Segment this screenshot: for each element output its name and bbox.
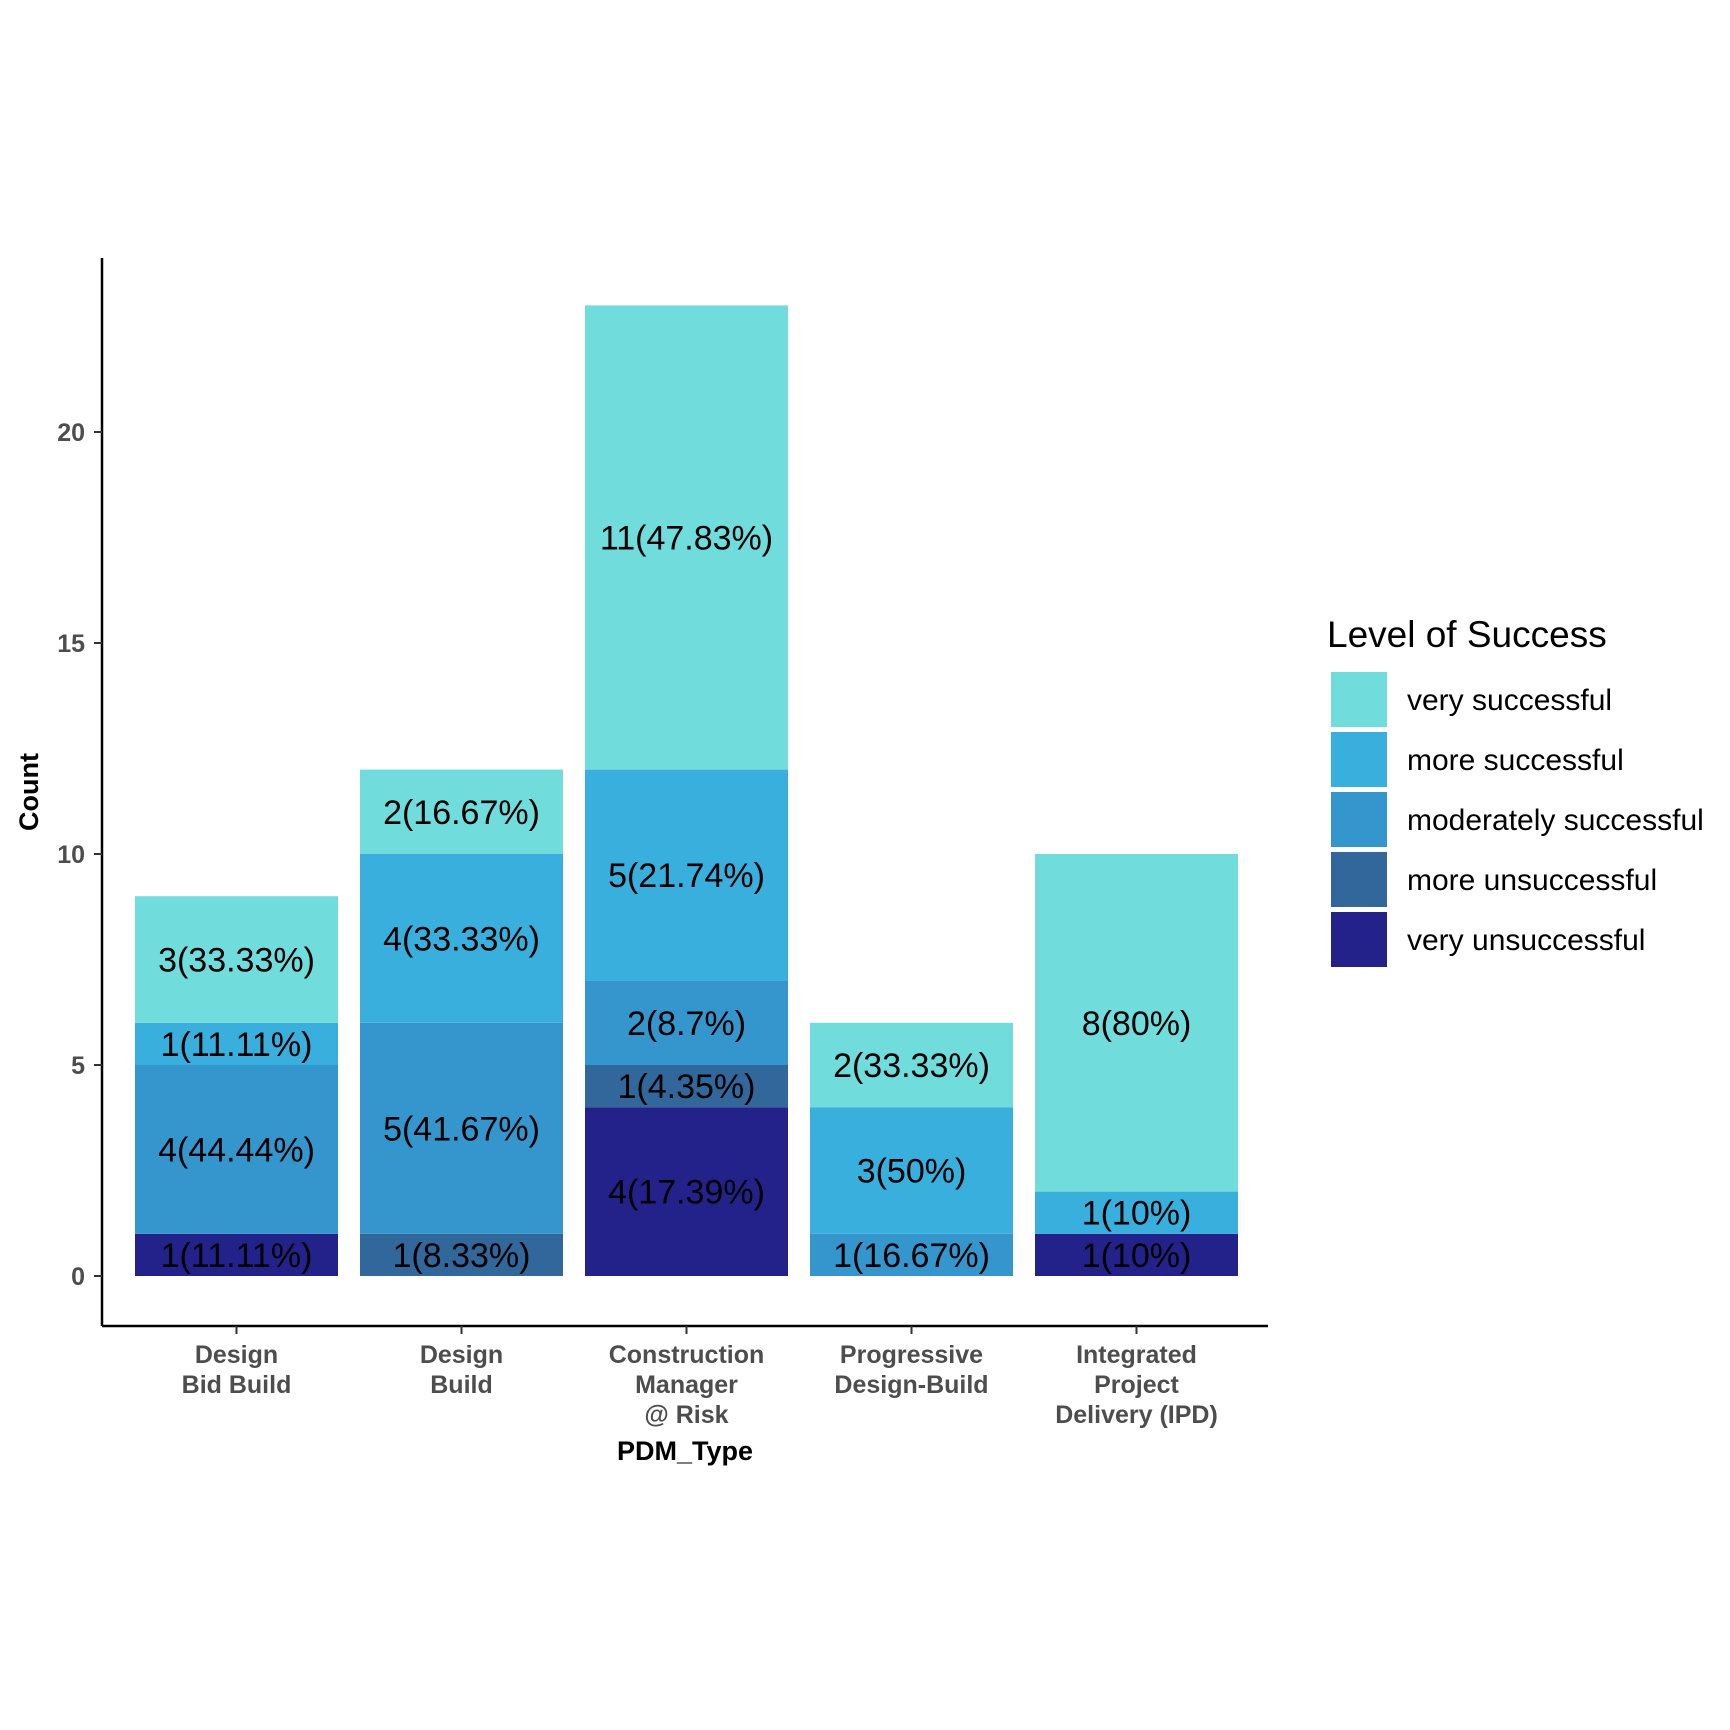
x-tick-label: Construction Manager @ Risk <box>609 1341 765 1429</box>
bar-segment <box>1035 854 1238 1192</box>
bar-segment <box>1035 1191 1238 1234</box>
bar-segment-label: 1(8.33%) <box>393 1237 531 1275</box>
bar-segment <box>585 769 788 981</box>
bar-segment-label: 3(50%) <box>857 1153 967 1191</box>
y-tick-label: 10 <box>57 841 85 869</box>
bar-segment-label: 4(17.39%) <box>608 1174 765 1212</box>
y-tick-label: 0 <box>71 1263 85 1291</box>
bar-segment <box>810 1233 1013 1276</box>
bar-segment-label: 1(10%) <box>1082 1237 1192 1275</box>
bar-segment-label: 2(33.33%) <box>833 1047 990 1085</box>
legend-items: very successful more successful moderately… <box>1331 672 1704 967</box>
legend-swatch <box>1331 732 1387 787</box>
bar-segment-label: 8(80%) <box>1082 1005 1192 1043</box>
bar-segment <box>585 980 788 1065</box>
bar-segment <box>810 1107 1013 1234</box>
bar-segment-label: 4(44.44%) <box>158 1131 315 1169</box>
legend-swatch <box>1331 672 1387 727</box>
legend-label: more unsuccessful <box>1407 864 1657 897</box>
x-tick-label: Design Build <box>420 1341 503 1399</box>
legend-swatch <box>1331 912 1387 967</box>
legend-label: more successful <box>1407 744 1624 777</box>
bar-segment <box>360 769 563 854</box>
x-ticks-layer: Design Bid Build Design Build Construction Ma… <box>182 1326 1218 1429</box>
bar-segment-label: 2(16.67%) <box>383 794 540 832</box>
legend-title: Level of Success <box>1327 614 1607 655</box>
bar-segment <box>135 1233 338 1276</box>
y-tick-label: 5 <box>71 1052 85 1080</box>
segment-labels-layer: 1(11.11%) 4(44.44%) 1(11.11%) 3(33.33%) 1(8.… <box>158 520 1191 1275</box>
bars-layer <box>135 305 1238 1276</box>
bar-segment-label: 2(8.7%) <box>627 1005 746 1043</box>
bar-segment <box>360 1233 563 1276</box>
y-axis-title: Count <box>14 753 44 831</box>
legend-label: very unsuccessful <box>1407 924 1645 957</box>
bar-segment <box>585 1065 788 1108</box>
y-tick-label: 15 <box>57 630 85 658</box>
bar-segment-label: 5(21.74%) <box>608 857 765 895</box>
bar-segment <box>585 1107 788 1276</box>
y-ticks-layer: 0 5 10 15 20 <box>57 419 102 1291</box>
bar-segment <box>135 1022 338 1065</box>
bar-segment <box>360 854 563 1023</box>
y-tick-label: 20 <box>57 419 85 447</box>
x-tick-label: Progressive Design-Build <box>834 1341 988 1399</box>
bar-segment <box>585 305 788 770</box>
bar-segment <box>1035 1233 1238 1276</box>
bar-segment <box>810 1022 1013 1108</box>
x-tick-label: Design Bid Build <box>182 1341 292 1399</box>
bar-segment <box>135 896 338 1023</box>
bar-segment-label: 1(11.11%) <box>161 1237 313 1275</box>
bar-segment <box>135 1065 338 1234</box>
bar-segment-label: 1(4.35%) <box>618 1068 756 1106</box>
bar-segment-label: 1(10%) <box>1082 1195 1192 1233</box>
bar-segment <box>360 1022 563 1234</box>
legend-swatch <box>1331 852 1387 907</box>
bar-segment-label: 4(33.33%) <box>383 920 540 958</box>
legend: Level of Success very successful more suc… <box>1327 614 1704 967</box>
bar-segment-label: 1(16.67%) <box>833 1237 990 1275</box>
legend-label: moderately successful <box>1407 804 1704 837</box>
bar-segment-label: 1(11.11%) <box>161 1026 313 1064</box>
x-tick-label: Integrated Project Delivery (IPD) <box>1055 1341 1218 1429</box>
bar-segment-label: 3(33.33%) <box>158 942 315 980</box>
legend-swatch <box>1331 792 1387 847</box>
legend-label: very successful <box>1407 684 1612 717</box>
bar-segment-label: 5(41.67%) <box>383 1110 540 1148</box>
bar-segment-label: 11(47.83%) <box>600 520 773 558</box>
x-axis-title: PDM_Type <box>617 1436 753 1466</box>
